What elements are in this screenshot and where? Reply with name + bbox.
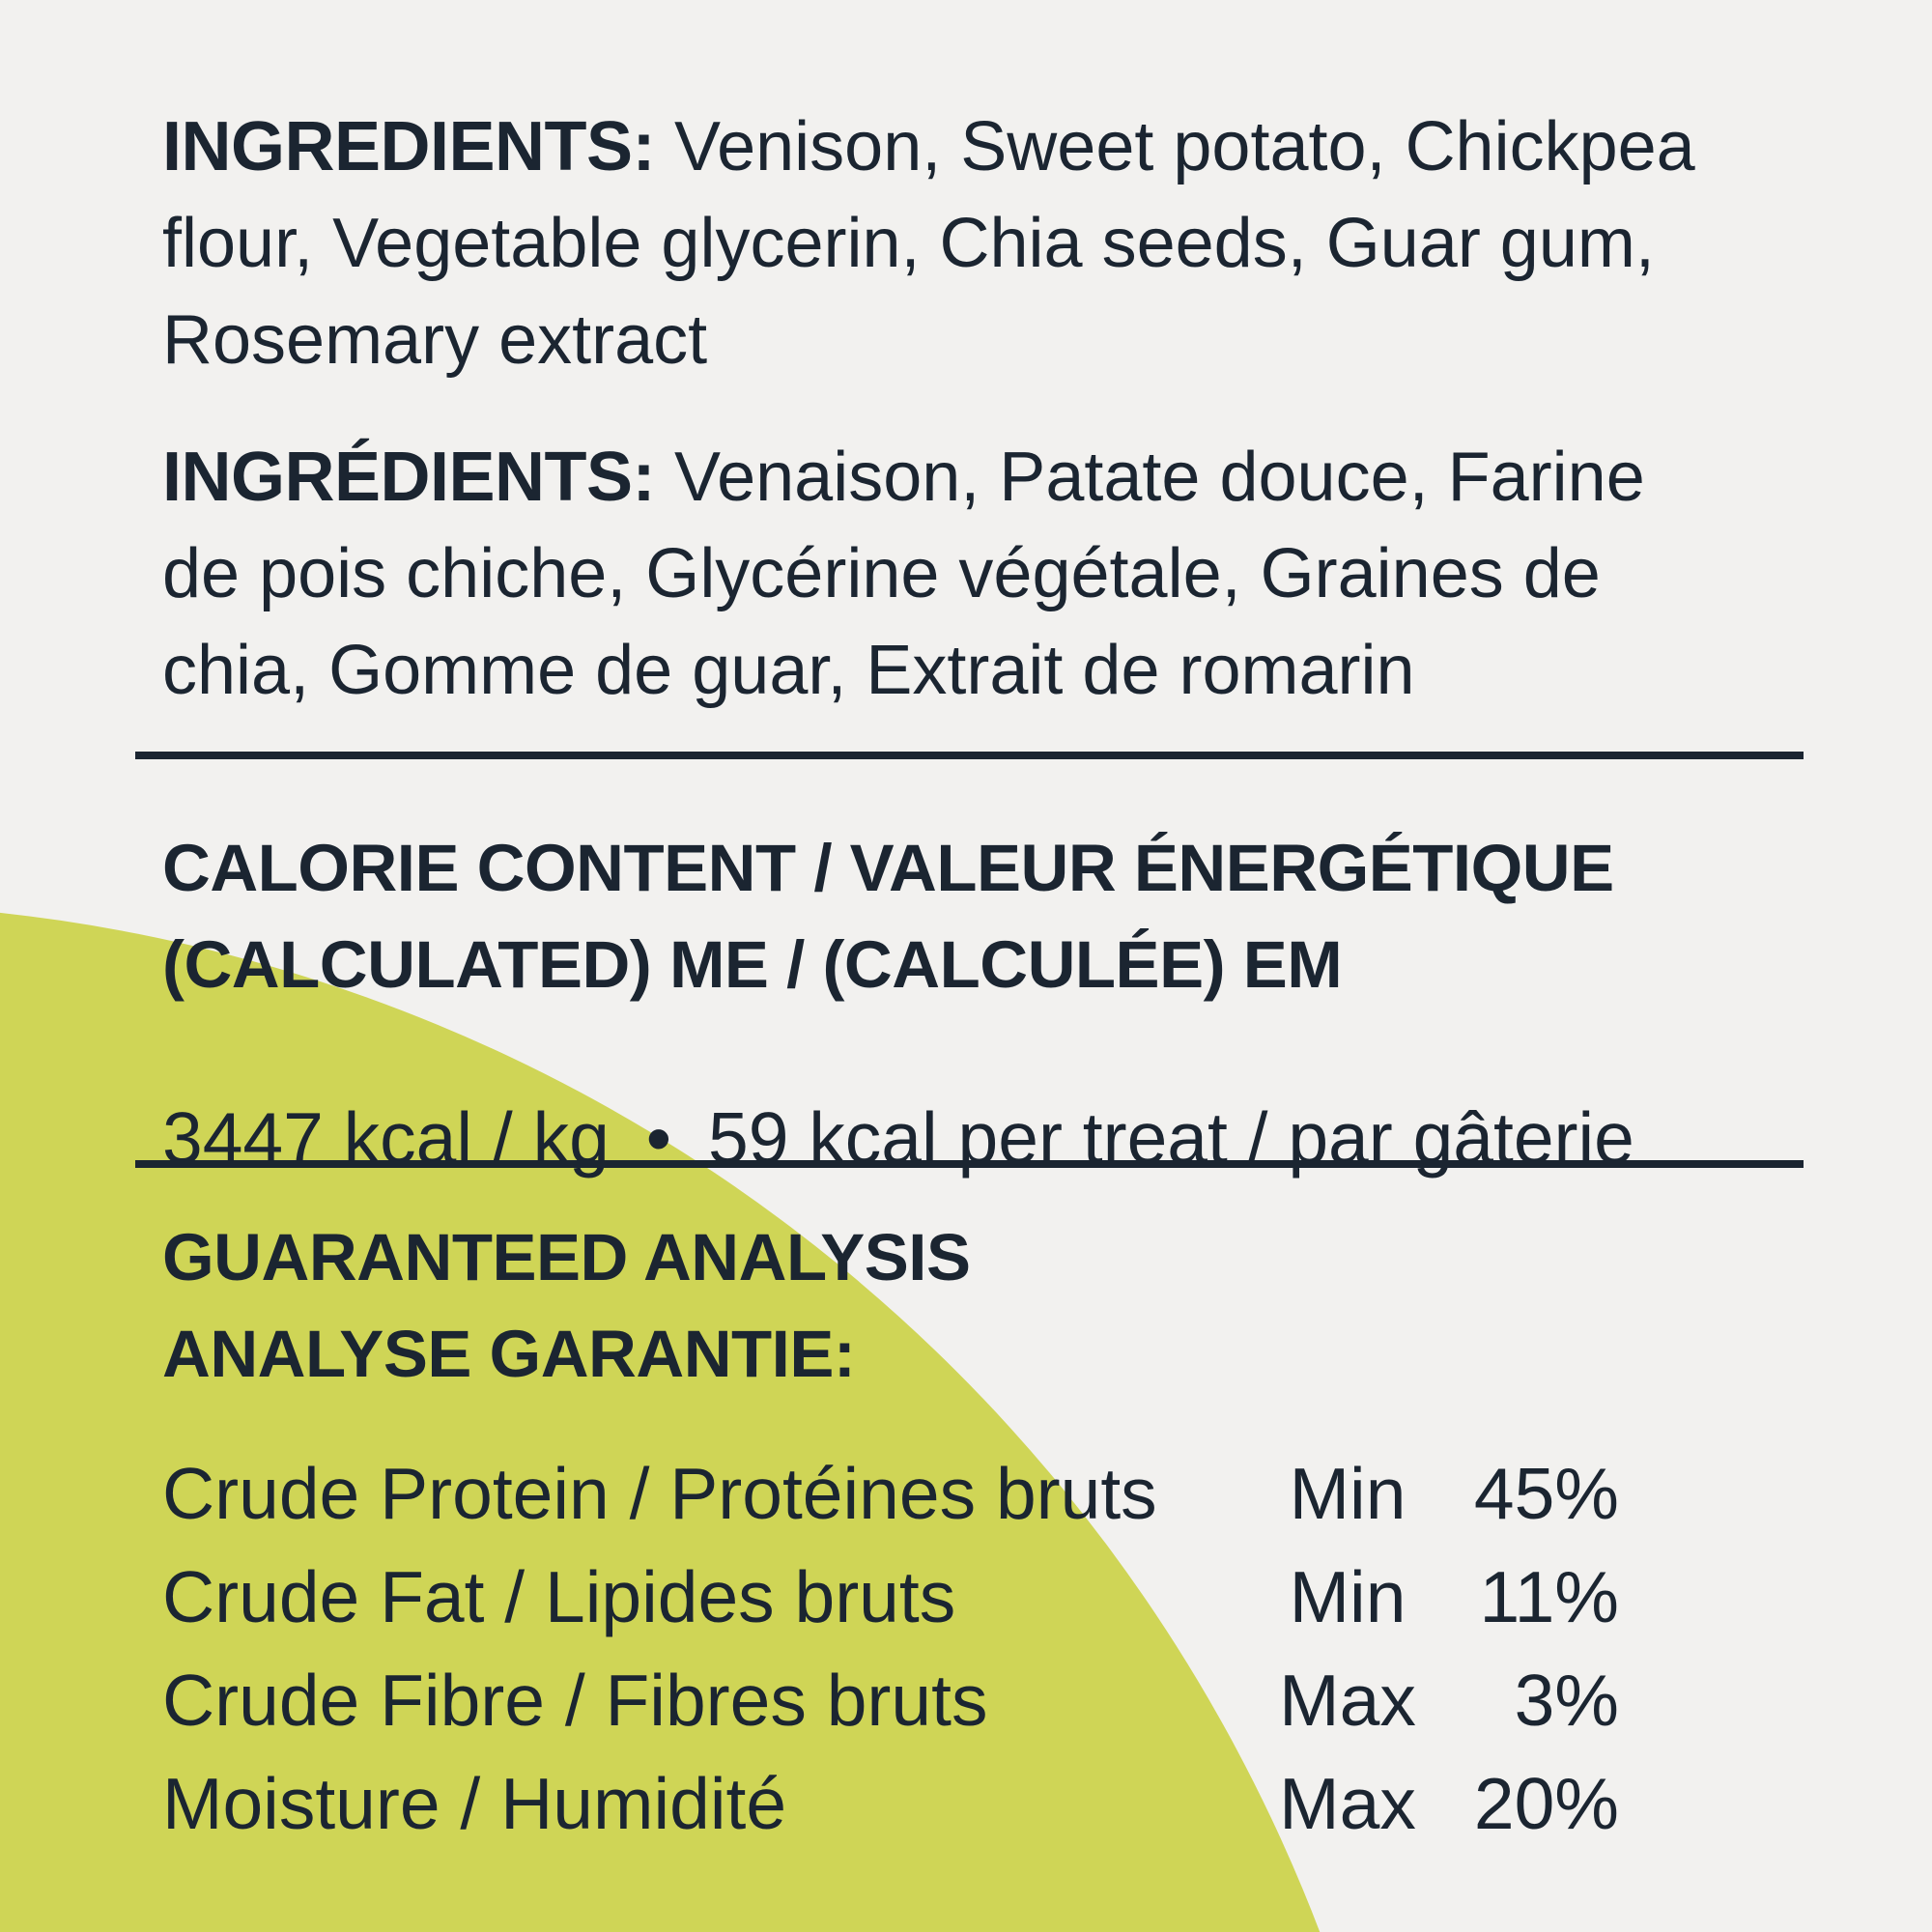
divider-bottom [135,1160,1804,1168]
analysis-row-qualifier: Min [1289,1453,1406,1534]
analysis-row-label: Crude Fat / Lipides bruts [162,1556,956,1637]
ingredients-en-text: Venison, Sweet potato, Chickpea flour, V… [162,108,1695,379]
ingredients-fr-label: INGRÉDIENTS: [162,439,656,516]
analysis-row-moisture: Moisture / Humidité Max 20% [162,1755,1619,1852]
analysis-row-crude-fat: Crude Fat / Lipides bruts Min 11% [162,1548,1619,1645]
calorie-content-heading: CALORIE CONTENT / VALEUR ÉNERGÉTIQUE (CA… [162,831,1614,1002]
analysis-row-value: 11% [1479,1556,1619,1637]
analysis-row-label: Crude Fibre / Fibres bruts [162,1660,988,1741]
ingredients-fr-text: Venaison, Patate douce, Farine de pois c… [162,439,1645,709]
analysis-row-value: 3% [1514,1660,1619,1741]
analysis-row-qualifier: Min [1289,1556,1406,1637]
analysis-row-label: Crude Protein / Protéines bruts [162,1453,1157,1534]
ingredients-fr-paragraph: INGRÉDIENTS: Venaison, Patate douce, Far… [162,429,1645,719]
analysis-row-crude-fibre: Crude Fibre / Fibres bruts Max 3% [162,1652,1619,1748]
divider-top [135,752,1804,759]
guaranteed-analysis-heading: GUARANTEED ANALYSIS ANALYSE GARANTIE: [162,1220,971,1391]
analysis-row-value: 20% [1473,1763,1619,1844]
ingredients-en-label: INGREDIENTS: [162,108,656,185]
calorie-values-line: 3447 kcal / kg • 59 kcal per treat / par g… [162,1090,1634,1186]
analysis-row-value: 45% [1473,1453,1619,1534]
analysis-row-qualifier: Max [1279,1763,1416,1844]
ingredients-en-paragraph: INGREDIENTS: Venison, Sweet potato, Chic… [162,99,1695,388]
analysis-row-label: Moisture / Humidité [162,1763,787,1844]
analysis-row-crude-protein: Crude Protein / Protéines bruts Min 45% [162,1445,1619,1542]
analysis-row-qualifier: Max [1279,1660,1416,1741]
